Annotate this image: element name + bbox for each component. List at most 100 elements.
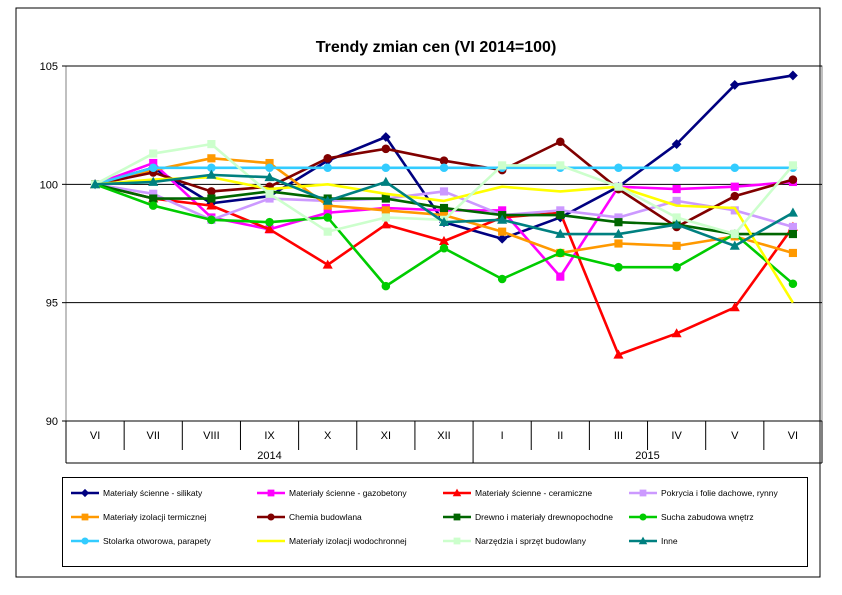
data-point xyxy=(556,272,565,281)
legend-swatch xyxy=(257,489,285,497)
data-point xyxy=(381,213,390,222)
legend-label: Stolarka otworowa, parapety xyxy=(103,536,211,546)
data-point xyxy=(671,139,682,150)
data-point xyxy=(614,262,623,272)
data-point xyxy=(788,70,798,81)
data-point xyxy=(729,302,740,312)
data-point xyxy=(672,163,681,173)
data-point xyxy=(207,154,216,163)
data-point xyxy=(439,243,449,253)
legend-label: Inne xyxy=(661,536,678,546)
data-point xyxy=(381,206,390,215)
legend-swatch-marker xyxy=(80,488,90,498)
data-point xyxy=(322,195,333,205)
data-point xyxy=(613,228,624,238)
data-point xyxy=(439,187,449,196)
data-point xyxy=(555,228,566,238)
data-point xyxy=(498,161,507,170)
chart-title: Trendy zmian cen (VI 2014=100) xyxy=(316,39,557,56)
data-point xyxy=(207,194,216,203)
data-point xyxy=(206,169,217,179)
legend-item: Sucha zabudowa wnętrz xyxy=(629,510,754,524)
data-point xyxy=(264,224,275,234)
legend-item: Materiały izolacji wodochronnej xyxy=(257,534,407,548)
data-point xyxy=(788,161,797,170)
x-tick-label: IX xyxy=(264,430,275,442)
series-lines xyxy=(90,70,798,359)
data-point xyxy=(207,140,216,149)
legend-swatch xyxy=(71,537,99,545)
legend-swatch xyxy=(257,513,285,521)
data-point xyxy=(556,211,565,220)
data-point xyxy=(730,191,740,201)
data-point xyxy=(614,218,623,227)
data-point xyxy=(207,187,216,196)
data-point xyxy=(788,222,797,232)
data-point xyxy=(264,172,275,182)
legend-swatch xyxy=(443,537,471,545)
data-point xyxy=(497,274,507,284)
legend-swatch-marker xyxy=(639,513,647,521)
data-point xyxy=(149,194,158,203)
x-tick-label: VI xyxy=(90,430,100,442)
data-point xyxy=(614,182,623,191)
legend-label: Materiały ścienne - silikaty xyxy=(103,488,203,498)
data-point xyxy=(322,259,333,269)
data-point xyxy=(148,201,158,210)
legend-item: Narzędzia i sprzęt budowlany xyxy=(443,534,586,548)
legend-label: Narzędzia i sprzęt budowlany xyxy=(475,536,587,546)
legend-swatch-marker xyxy=(267,489,275,497)
data-point xyxy=(265,163,274,173)
x-tick-label: III xyxy=(614,430,623,442)
data-point xyxy=(380,132,391,142)
gridlines xyxy=(65,65,823,422)
legend-label: Materiały izolacji wodochronnej xyxy=(289,536,407,546)
legend-item: Drewno i materiały drewnopochodne xyxy=(443,510,613,524)
chart-legend: Materiały ścienne - silikaty Materiały śc… xyxy=(62,477,808,567)
y-tick-label: 100 xyxy=(40,179,58,191)
legend-label: Chemia budowlana xyxy=(289,512,362,522)
data-point xyxy=(90,179,101,189)
data-point xyxy=(148,163,158,173)
legend-swatch xyxy=(443,488,471,497)
series-5 xyxy=(91,154,797,258)
data-point xyxy=(556,248,565,258)
data-point xyxy=(265,217,274,227)
data-point xyxy=(323,163,332,173)
legend-label: Drewno i materiały drewnopochodne xyxy=(475,512,613,522)
data-point xyxy=(149,149,158,158)
data-point xyxy=(614,163,623,173)
data-point xyxy=(730,229,739,239)
data-point xyxy=(380,176,391,186)
year-label: 2015 xyxy=(635,450,659,462)
series-12 xyxy=(90,169,798,250)
legend-item: Inne xyxy=(629,534,678,548)
data-point xyxy=(207,215,216,225)
legend-swatch xyxy=(629,536,657,545)
data-point xyxy=(671,219,682,229)
legend-swatch xyxy=(629,489,657,497)
data-point xyxy=(498,227,507,236)
legend-label: Materiały izolacji termicznej xyxy=(103,512,207,522)
legend-label: Sucha zabudowa wnętrz xyxy=(661,512,754,522)
data-point xyxy=(671,328,682,338)
legend-item: Pokrycia i folie dachowe, rynny xyxy=(629,486,778,500)
data-point xyxy=(381,163,391,173)
legend-swatch xyxy=(629,513,657,521)
x-tick-label: VIII xyxy=(203,430,220,442)
data-point xyxy=(380,219,391,229)
x-tick-label: II xyxy=(557,430,563,442)
x-tick-label: XII xyxy=(437,430,450,442)
legend-swatch-marker xyxy=(267,513,275,521)
data-point xyxy=(556,137,565,147)
legend-item: Materiały ścienne - silikaty xyxy=(71,486,202,500)
legend-swatch xyxy=(443,513,471,521)
data-point xyxy=(556,161,565,170)
data-point xyxy=(323,227,332,236)
data-point xyxy=(672,241,681,250)
data-point xyxy=(788,248,797,258)
data-point xyxy=(439,156,449,165)
x-tick-label: VI xyxy=(788,430,798,442)
data-point xyxy=(788,279,798,289)
year-label: 2014 xyxy=(257,450,281,462)
